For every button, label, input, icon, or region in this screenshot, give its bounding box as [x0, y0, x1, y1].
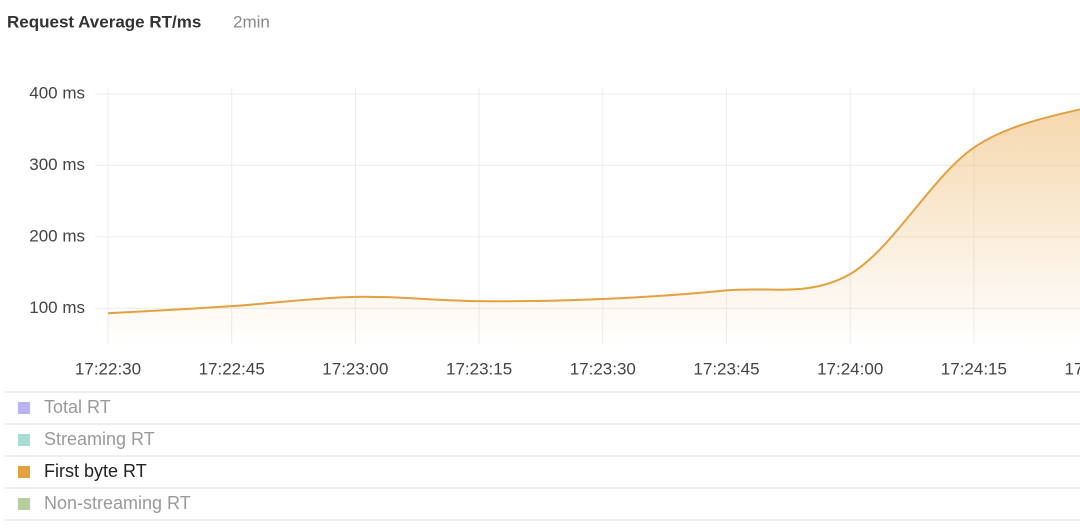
x-tick-label: 17:23:45 — [693, 359, 759, 378]
line — [107, 108, 1080, 315]
legend: Total RT Streaming RT First byte RT Non-str… — [5, 391, 1080, 521]
chart-title: Request Average RT/ms — [7, 12, 201, 31]
x-tick-label: 17:22:30 — [75, 359, 141, 378]
legend-label: Total RT — [44, 397, 111, 417]
x-tick-label: 17:22:45 — [199, 359, 265, 378]
legend-item[interactable]: Total RT — [18, 397, 111, 417]
x-tick-label: 17:23:30 — [570, 359, 636, 378]
x-tick-label: 17:23:15 — [446, 359, 512, 378]
legend-label: First byte RT — [44, 461, 147, 481]
y-tick-label: 200 ms — [29, 226, 85, 245]
legend-item[interactable]: Streaming RT — [18, 429, 155, 449]
legend-label: Streaming RT — [44, 429, 155, 449]
legend-swatch — [18, 434, 30, 446]
x-tick-label: 17:24:30 — [1065, 359, 1080, 378]
area — [108, 109, 1080, 344]
axes: 100 ms 200 ms 300 ms 400 ms 17:22:30 17:22:45… — [29, 83, 1080, 378]
legend-swatch — [18, 466, 30, 478]
legend-swatch — [18, 498, 30, 510]
legend-swatch — [18, 402, 30, 414]
x-tick-label: 17:24:15 — [941, 359, 1007, 378]
y-tick-label: 400 ms — [29, 83, 85, 102]
legend-item[interactable]: Non-streaming RT — [18, 493, 191, 513]
plot — [107, 108, 1080, 344]
chart-subtitle: 2min — [233, 12, 270, 31]
grid — [95, 88, 1080, 344]
y-tick-label: 100 ms — [29, 298, 85, 317]
y-tick-label: 300 ms — [29, 155, 85, 174]
x-tick-label: 17:23:00 — [322, 359, 388, 378]
legend-label: Non-streaming RT — [44, 493, 191, 513]
legend-item[interactable]: First byte RT — [18, 461, 147, 481]
x-tick-label: 17:24:00 — [817, 359, 883, 378]
